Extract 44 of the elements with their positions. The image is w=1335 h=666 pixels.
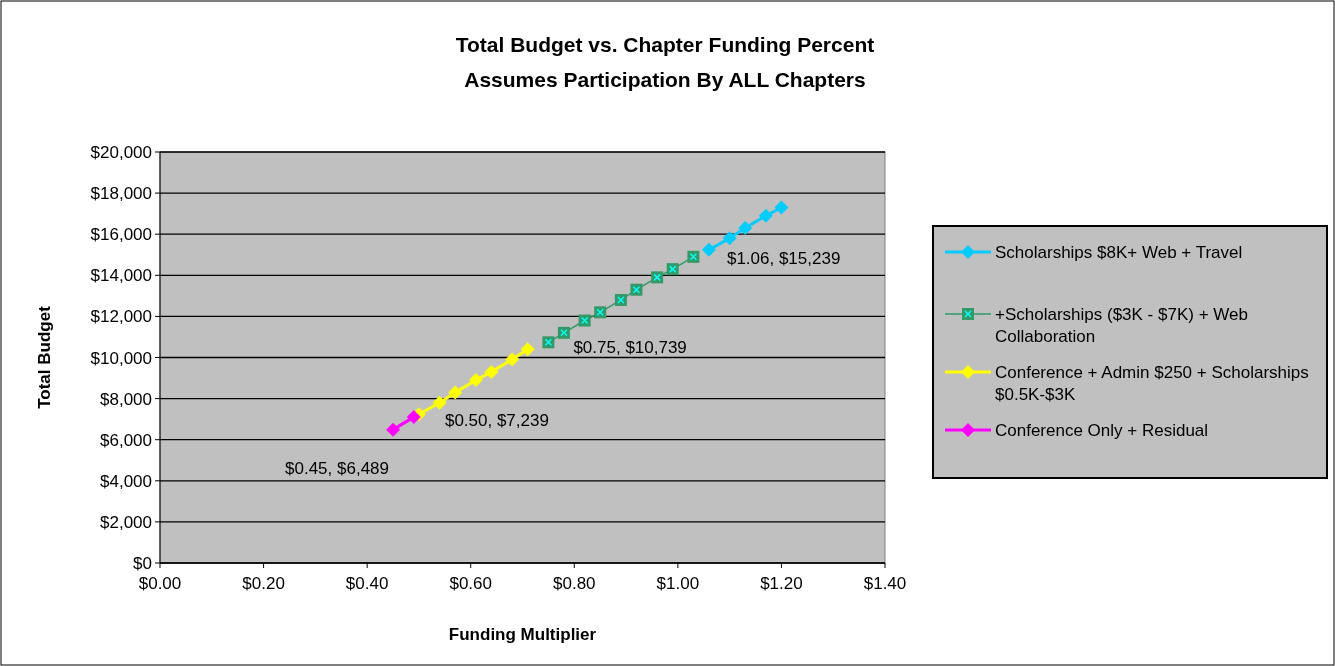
y-tick-label: $2,000 [100, 512, 152, 532]
point [468, 373, 483, 388]
point [738, 221, 753, 236]
point [386, 422, 401, 437]
legend-label: Scholarships $8K+ Web + Travel [995, 243, 1243, 262]
x-tick-label: $1.20 [760, 574, 803, 593]
point [701, 242, 716, 257]
y-tick-label: $10,000 [90, 348, 152, 368]
x-tick-label: $0.20 [242, 574, 285, 593]
x-axis-title: Funding Multiplier [448, 625, 597, 644]
x-tick-label: $1.00 [656, 574, 700, 593]
annotation: $0.45, $6,489 [285, 458, 390, 478]
y-tick-label: $6,000 [100, 430, 152, 450]
chart-subtitle: Assumes Participation By ALL Chapters [464, 68, 866, 91]
x-tick-label: $0.40 [345, 574, 389, 593]
point [758, 208, 773, 223]
x-tick-label: $0.60 [449, 574, 492, 593]
point [484, 364, 499, 379]
x-tick-label: $1.40 [863, 574, 907, 593]
y-tick-label: $20,000 [90, 143, 152, 162]
y-tick-label: $8,000 [100, 389, 152, 409]
point [505, 352, 520, 367]
y-tick-label: $18,000 [90, 184, 152, 204]
chart-title: Total Budget vs. Chapter Funding Percent [455, 33, 875, 56]
y-tick-label: $14,000 [90, 266, 152, 286]
y-tick-label: $16,000 [90, 225, 152, 245]
legend-label: +Scholarships ($3K - $7K) + Web Collaboration [995, 305, 1248, 346]
y-tick-label: $4,000 [100, 471, 152, 491]
point [774, 200, 789, 215]
point [520, 342, 535, 357]
point [432, 395, 447, 410]
y-tick-label: $12,000 [90, 307, 152, 327]
point [722, 231, 737, 246]
x-tick-label: $0.00 [138, 574, 182, 593]
legend-label: Conference + Admin $250 + Scholarships $0.5K-$3K [995, 363, 1309, 404]
y-tick-label: $0 [133, 554, 152, 573]
annotation: $1.06, $15,239 [726, 248, 841, 268]
point [406, 410, 421, 425]
annotation: $0.50, $7,239 [444, 411, 549, 431]
y-axis-title: Total Budget [35, 305, 54, 409]
point [448, 385, 463, 400]
x-tick-label: $0.80 [553, 574, 596, 593]
legend-label: Conference Only + Residual [995, 421, 1209, 440]
annotation: $0.75, $10,739 [573, 338, 687, 358]
